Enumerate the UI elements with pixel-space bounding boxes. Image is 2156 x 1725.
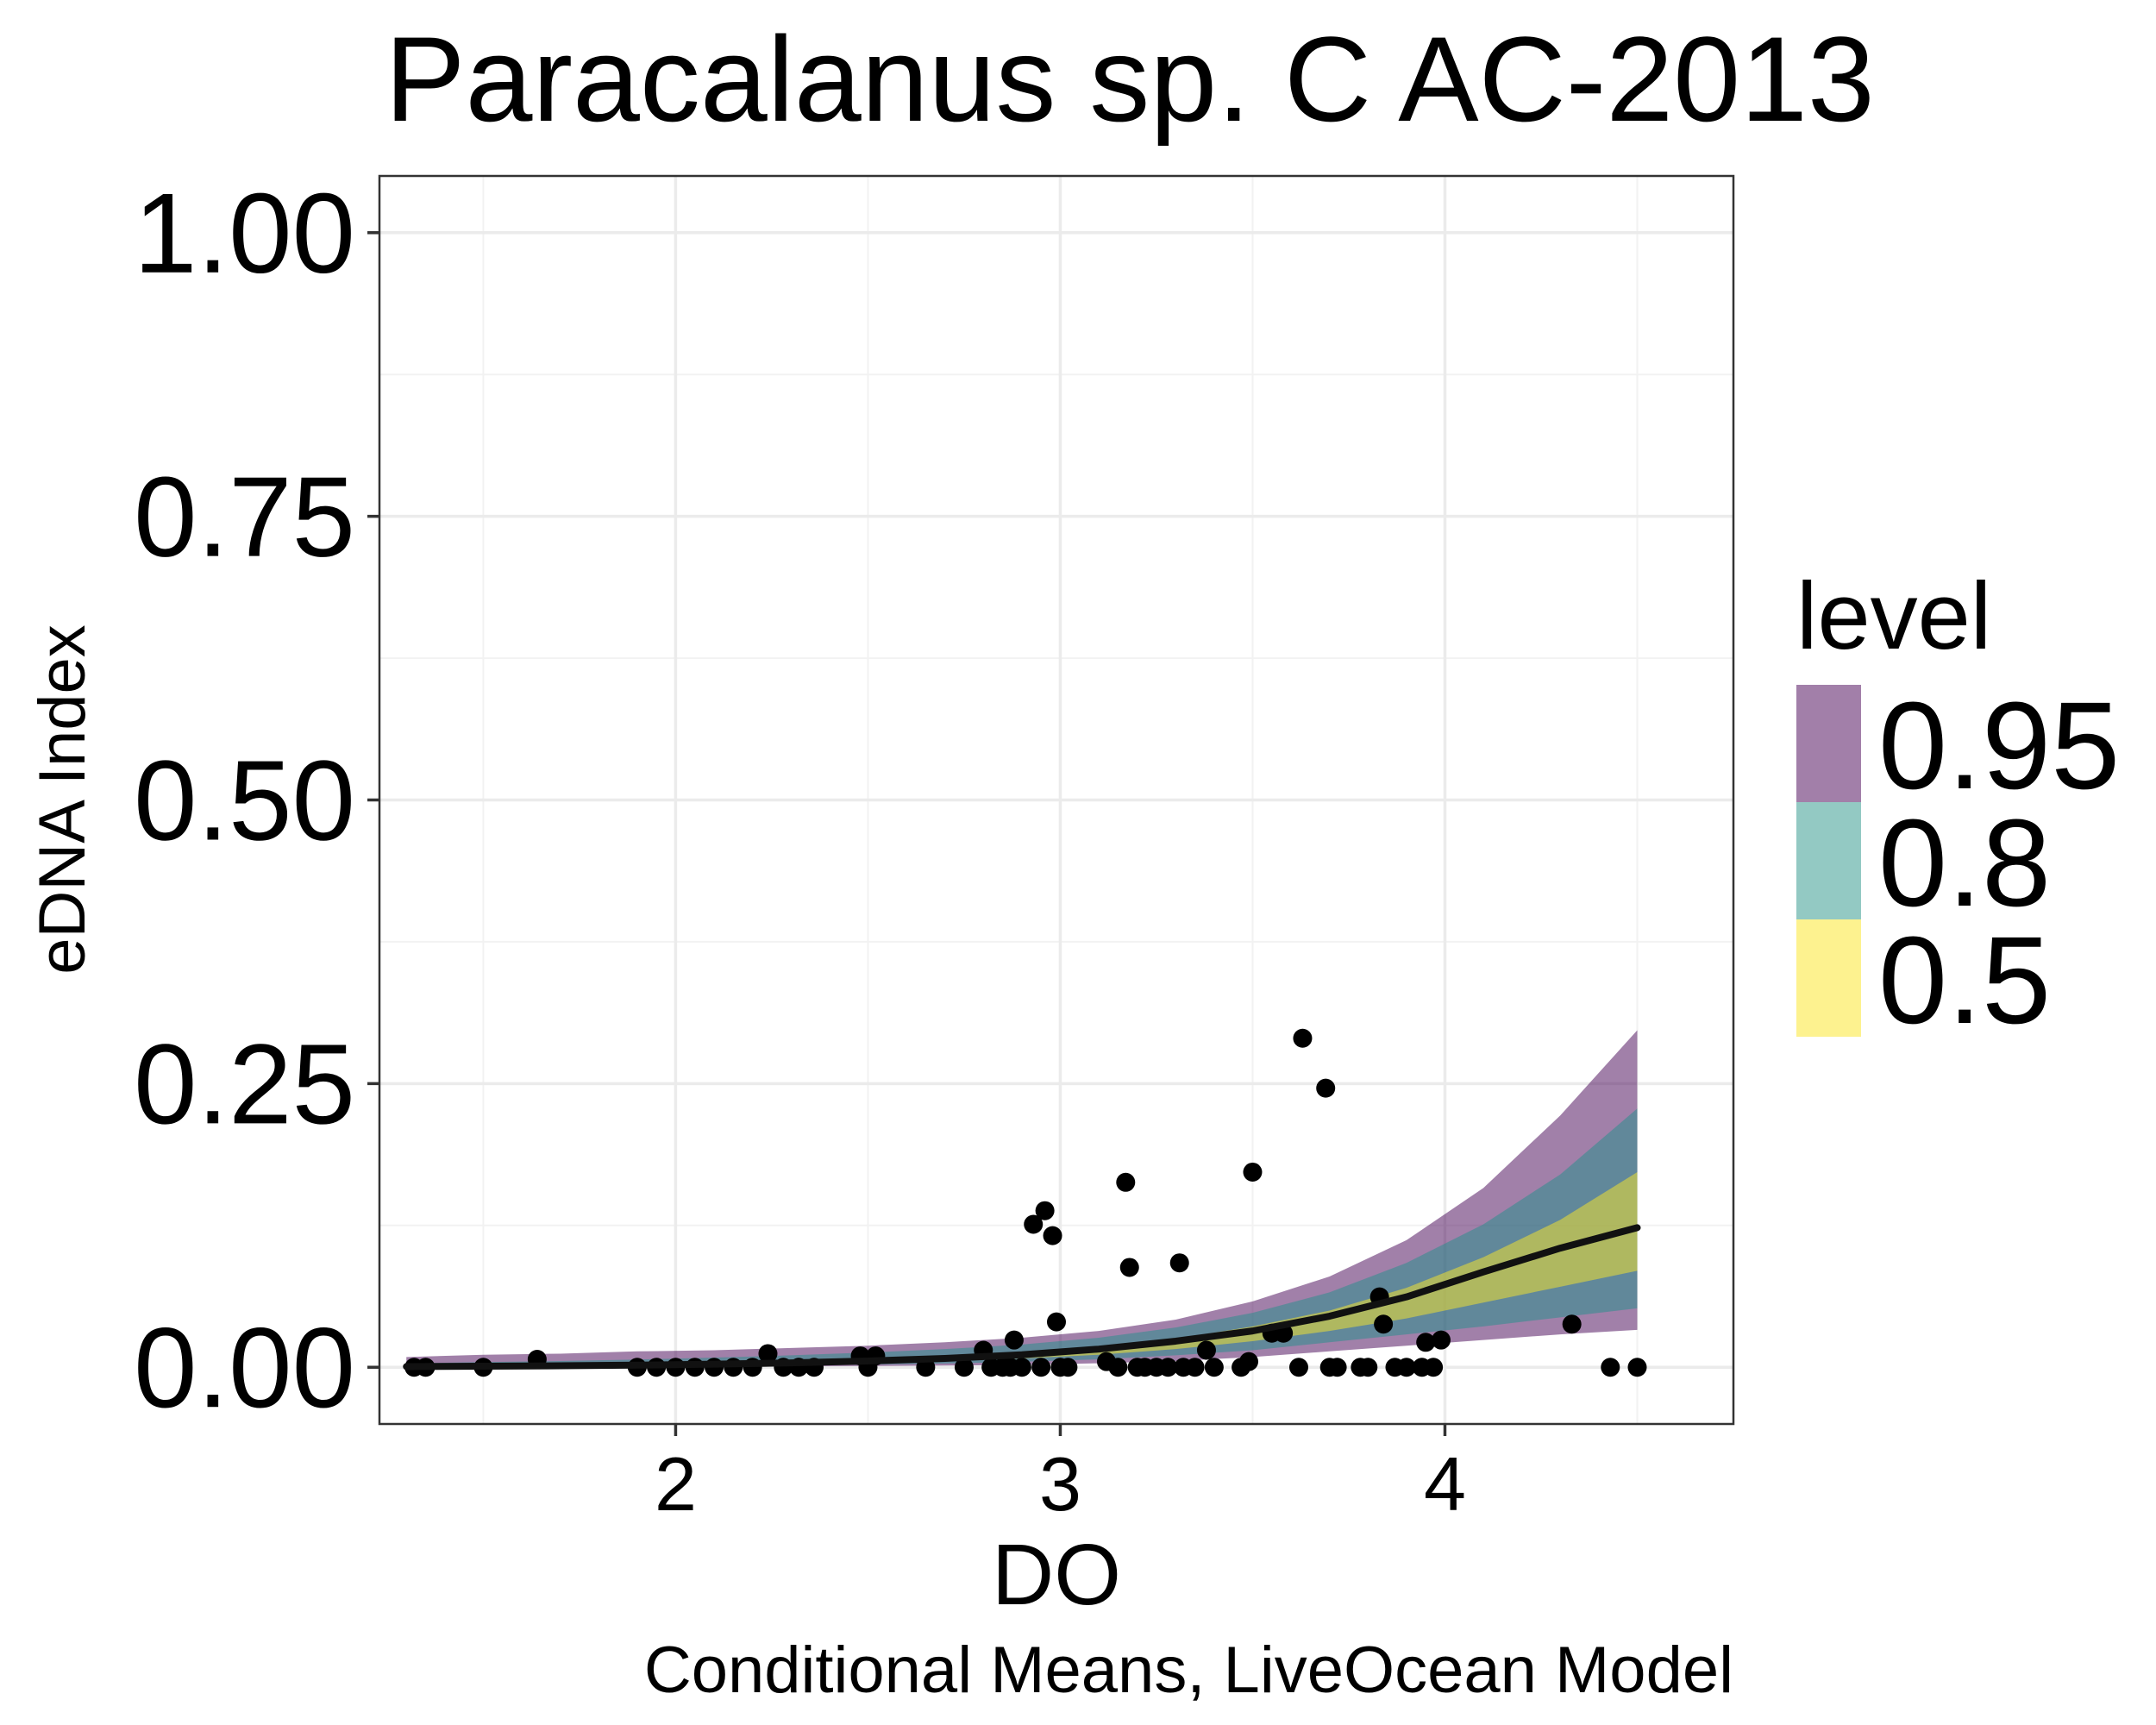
data-point: [1396, 1358, 1416, 1377]
mean-line: [403, 1224, 1641, 1371]
data-point: [1432, 1330, 1451, 1350]
legend-key-0.8: [1796, 802, 1861, 919]
legend-label: 0.5: [1878, 911, 2051, 1050]
legend-label: 0.95: [1878, 676, 2120, 815]
data-point: [758, 1344, 778, 1364]
data-point: [954, 1358, 974, 1377]
data-point: [1108, 1358, 1128, 1377]
legend-key-0.95: [1796, 685, 1861, 802]
y-axis: 0.00 0.25 0.50 0.75 1.00: [134, 170, 379, 1431]
data-point: [1035, 1201, 1055, 1220]
x-tick-label: 2: [655, 1441, 697, 1527]
data-point: [1416, 1333, 1436, 1352]
data-point: [1374, 1314, 1394, 1334]
y-axis-label: eDNA Index: [26, 624, 99, 975]
y-tick-label: 0.75: [134, 454, 355, 580]
y-tick-label: 0.00: [134, 1304, 355, 1431]
chart-title: Paracalanus sp. C AC-2013: [385, 11, 1875, 147]
band-0.8: [406, 1108, 1638, 1367]
y-tick-label: 0.25: [134, 1020, 355, 1147]
data-point: [1043, 1226, 1062, 1245]
data-point: [1024, 1214, 1044, 1234]
x-axis: 2 3 4: [655, 1424, 1466, 1527]
caption: Conditional Means, LiveOcean Model: [644, 1634, 1733, 1707]
data-point: [1158, 1358, 1178, 1377]
data-point: [1293, 1028, 1313, 1048]
legend: level 0.950.80.5: [1796, 563, 2120, 1050]
y-tick-label: 0.50: [134, 737, 355, 864]
data-point: [1047, 1312, 1066, 1332]
legend-label: 0.8: [1878, 794, 2051, 932]
data-point: [1185, 1358, 1205, 1377]
data-point: [1204, 1358, 1224, 1377]
data-point: [1327, 1358, 1347, 1377]
data-point: [1562, 1314, 1582, 1334]
data-point: [1288, 1358, 1308, 1377]
data-point: [1012, 1358, 1031, 1377]
data-point: [1196, 1340, 1216, 1360]
mean-line-group: [403, 1224, 1641, 1371]
data-point: [1316, 1078, 1336, 1098]
plot-panel: [378, 174, 1735, 1426]
x-tick-label: 4: [1424, 1441, 1466, 1527]
x-tick-label: 3: [1039, 1441, 1081, 1527]
legend-key-0.5: [1796, 919, 1861, 1037]
legend-title: level: [1796, 563, 1991, 669]
data-point: [1116, 1172, 1136, 1192]
y-tick-label: 1.00: [134, 170, 355, 297]
band-0.95: [406, 1030, 1638, 1368]
data-point: [1243, 1162, 1263, 1182]
data-point: [1239, 1352, 1259, 1371]
data-point: [1169, 1253, 1189, 1273]
data-point: [1424, 1358, 1444, 1377]
data-point: [1627, 1358, 1647, 1377]
data-point: [1119, 1258, 1139, 1277]
data-point: [1058, 1358, 1078, 1377]
x-axis-label: DO: [992, 1527, 1121, 1623]
data-point: [1358, 1358, 1378, 1377]
data-point: [1004, 1330, 1024, 1350]
data-point: [1031, 1358, 1051, 1377]
data-points: [404, 1028, 1647, 1377]
data-point: [1601, 1358, 1620, 1377]
